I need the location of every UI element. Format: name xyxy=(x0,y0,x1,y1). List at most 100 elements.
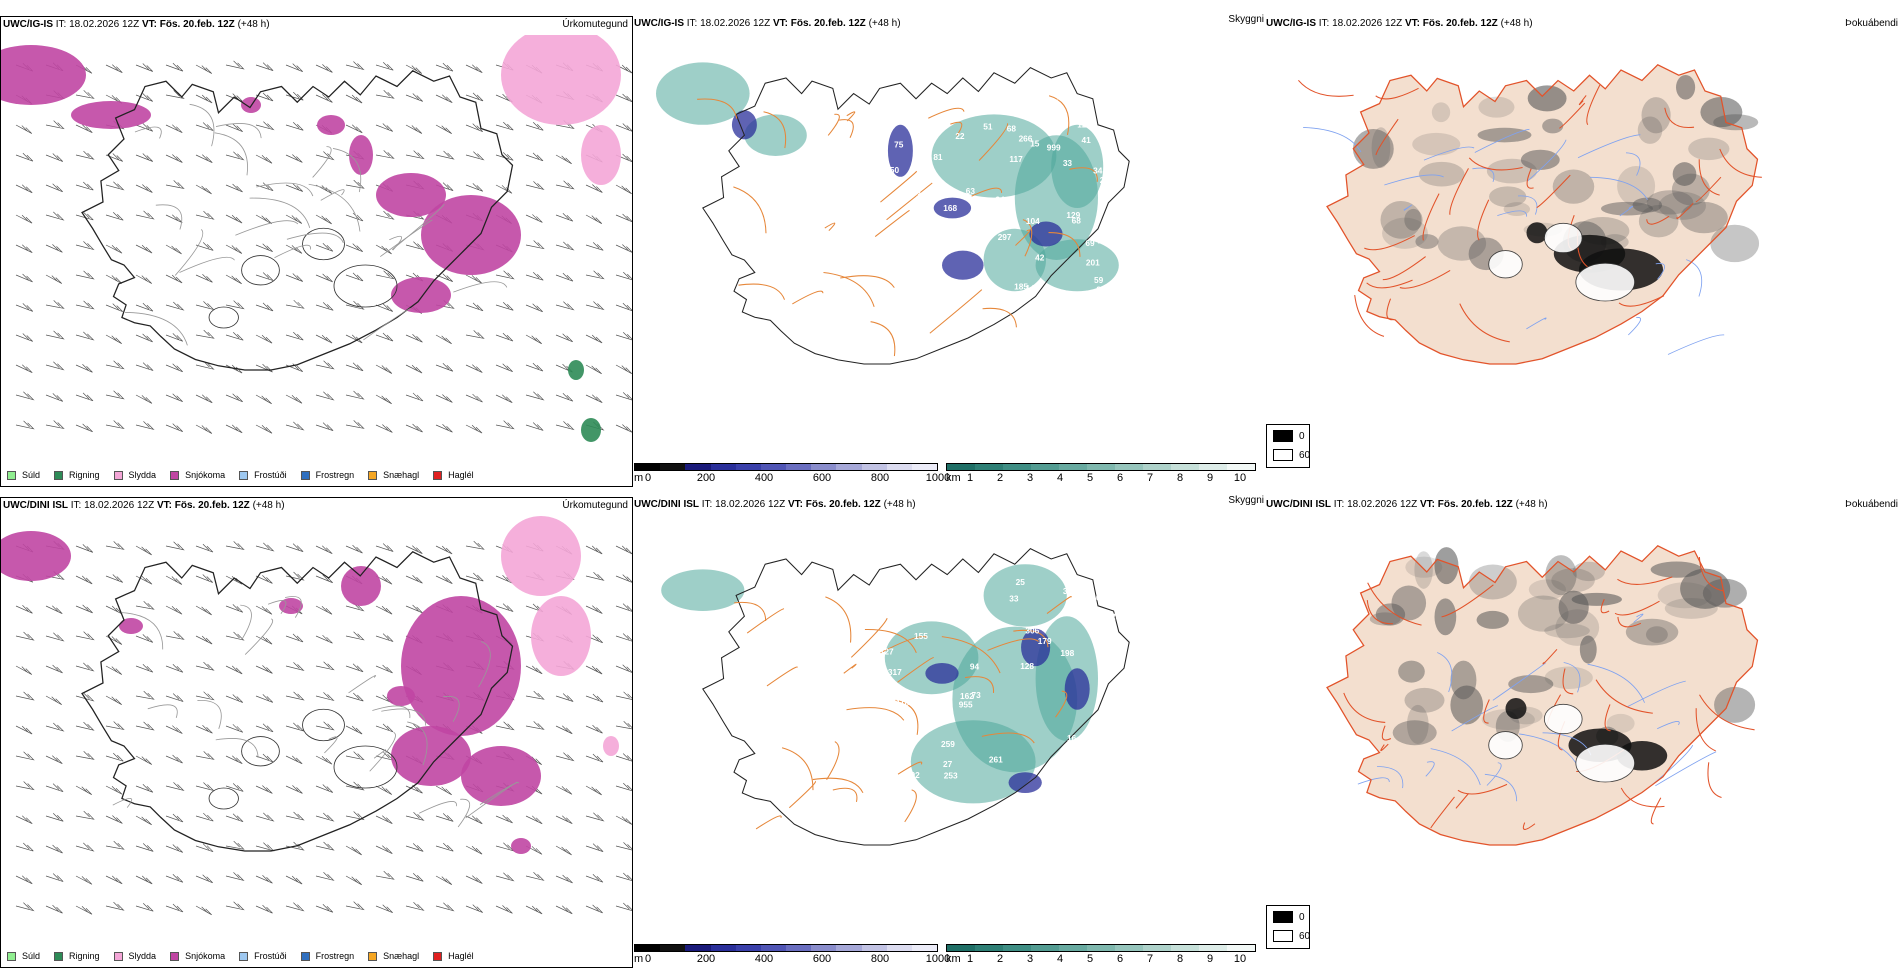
fog-shading xyxy=(1676,75,1696,100)
precip-area xyxy=(501,25,621,125)
visibility-colorbar: km 1 2 3 4 5 6 7 8 9 10 xyxy=(946,463,1261,487)
road xyxy=(1455,793,1469,809)
road xyxy=(826,741,840,781)
ceiling-tick: 200 xyxy=(696,953,716,965)
wind-barb xyxy=(105,420,125,430)
road xyxy=(941,636,1001,674)
road xyxy=(766,666,798,687)
wind-barb xyxy=(165,903,184,913)
wind-barb xyxy=(75,90,95,99)
visibility-value-label: 179 xyxy=(1038,636,1052,646)
road xyxy=(147,704,178,718)
wind-barb xyxy=(495,394,513,404)
road xyxy=(897,761,923,775)
wind-barb xyxy=(195,843,214,853)
wind-barb xyxy=(585,724,603,734)
road xyxy=(929,289,983,334)
wind-barb xyxy=(135,333,153,343)
vt-label: VT: xyxy=(1404,18,1420,29)
wind-barb xyxy=(435,575,453,584)
wind-barb xyxy=(345,390,365,400)
legend-label: Frostúði xyxy=(254,470,287,480)
wind-barb xyxy=(375,543,394,552)
vt-label: VT: xyxy=(1419,499,1435,510)
wind-barb xyxy=(525,122,544,131)
wind-barb xyxy=(585,693,604,703)
wind-barb xyxy=(225,840,245,850)
visibility-area xyxy=(1035,239,1119,292)
wind-barb xyxy=(345,811,365,821)
ceiling-colorbar: m 0 200 400 600 800 1000 xyxy=(634,463,950,487)
road xyxy=(324,736,338,754)
fog-panel: UWC/IG-IS IT: 18.02.2026 12Z VT: Fös. 20… xyxy=(1266,16,1900,416)
it-label: IT: xyxy=(70,500,82,511)
wind-barb xyxy=(345,94,363,104)
wind-barb xyxy=(15,605,33,614)
low-ceiling-area xyxy=(933,197,972,219)
ceiling-unit: m xyxy=(634,472,644,484)
wind-barb xyxy=(285,63,303,73)
wind-barb xyxy=(75,331,95,341)
visibility-value-label: 331 xyxy=(904,719,918,729)
wind-barb xyxy=(615,213,633,223)
wind-barb xyxy=(465,572,484,582)
wind-barb xyxy=(285,121,304,131)
wind-barb xyxy=(345,272,364,282)
wind-barb xyxy=(435,813,454,822)
wind-barb xyxy=(315,812,335,822)
wind-barb xyxy=(195,691,215,701)
road xyxy=(1048,232,1081,257)
wind-barb xyxy=(555,241,575,251)
lead-time: (+48 h) xyxy=(237,19,270,30)
road xyxy=(1013,629,1049,648)
wind-barb xyxy=(255,302,274,312)
wind-barb xyxy=(135,210,155,220)
glacier-outline xyxy=(241,255,280,286)
river xyxy=(1577,134,1641,159)
river xyxy=(1587,663,1645,703)
wind-barb xyxy=(585,184,603,193)
wind-barb xyxy=(375,61,394,71)
legend-item: Snæhagl xyxy=(368,470,419,480)
wind-barb xyxy=(285,543,304,552)
river xyxy=(1619,205,1634,217)
wind-barb xyxy=(465,151,485,161)
river xyxy=(1376,766,1404,789)
wind-barb xyxy=(285,875,303,885)
road xyxy=(1477,199,1490,241)
road xyxy=(174,229,204,276)
ceiling-tick: 0 xyxy=(644,472,652,484)
road xyxy=(1399,270,1451,289)
wind-barb xyxy=(285,363,303,372)
fog-shading xyxy=(1544,623,1590,639)
legend-label: Frostregn xyxy=(315,951,355,961)
wind-barb xyxy=(615,872,634,882)
road xyxy=(846,111,856,122)
model-name: UWC/DINI ISL xyxy=(1266,499,1331,510)
wind-barb xyxy=(75,662,95,672)
legend-swatch xyxy=(170,470,180,480)
visibility-area xyxy=(983,228,1046,292)
wind-barb xyxy=(315,784,334,793)
wind-barb xyxy=(285,722,305,732)
wind-barb xyxy=(255,363,273,373)
visibility-value-label: 128 xyxy=(1020,661,1034,671)
visibility-value-label: 304 xyxy=(1063,586,1077,596)
wind-barb xyxy=(195,874,213,884)
wind-barb xyxy=(255,424,273,434)
ceiling-tick: 0 xyxy=(644,953,652,965)
fog-panel: UWC/DINI ISL IT: 18.02.2026 12Z VT: Fös.… xyxy=(1266,497,1900,897)
fog-shading xyxy=(1431,102,1451,123)
visibility-colorbar-strip xyxy=(946,944,1256,952)
wind-barb xyxy=(615,633,634,642)
wind-barb xyxy=(315,661,335,671)
legend-item: Slydda xyxy=(113,951,156,961)
wind-barb xyxy=(375,575,393,585)
visibility-value-label: 190 xyxy=(951,91,965,101)
legend-swatch xyxy=(7,951,16,961)
model-name: UWC/DINI ISL xyxy=(634,499,699,510)
wind-barb xyxy=(375,752,395,761)
wind-barb xyxy=(285,154,303,163)
panel-header: UWC/IG-IS IT: 18.02.2026 12Z VT: Fös. 20… xyxy=(3,19,270,31)
visibility-value-label: 510 xyxy=(972,574,986,584)
